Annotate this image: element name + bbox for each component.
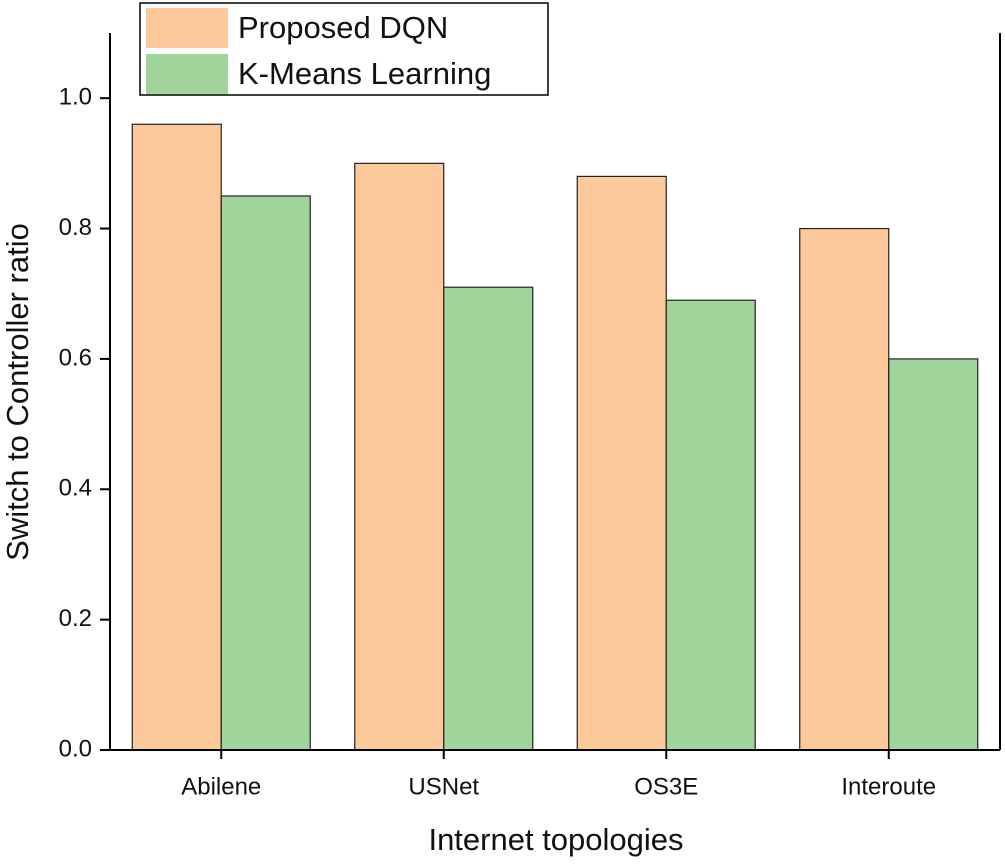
- y-axis-title: Switch to Controller ratio: [0, 223, 35, 561]
- bar: [665, 299, 756, 751]
- legend-label: Proposed DQN: [238, 10, 448, 45]
- y-tick-label: 0.6: [59, 344, 92, 371]
- x-axis-title: Internet topologies: [428, 822, 683, 857]
- bar: [131, 123, 222, 751]
- y-tick-label: 1.0: [59, 84, 92, 111]
- y-tick-label: 0.0: [59, 735, 92, 762]
- bar: [220, 195, 311, 751]
- y-tick-label: 0.4: [59, 475, 92, 502]
- bar: [576, 175, 667, 751]
- x-tick-label: USNet: [408, 773, 479, 800]
- x-tick-label: OS3E: [634, 773, 698, 800]
- bar: [354, 162, 445, 751]
- bar: [443, 286, 534, 751]
- y-tick-label: 0.8: [59, 214, 92, 241]
- bar: [799, 227, 890, 751]
- x-tick-label: Abilene: [181, 773, 261, 800]
- bar: [888, 358, 979, 751]
- legend-swatch: [146, 54, 228, 94]
- legend-label: K-Means Learning: [238, 56, 491, 91]
- y-tick-label: 0.2: [59, 605, 92, 632]
- x-tick-label: Interoute: [841, 773, 936, 800]
- legend-swatch: [146, 8, 228, 48]
